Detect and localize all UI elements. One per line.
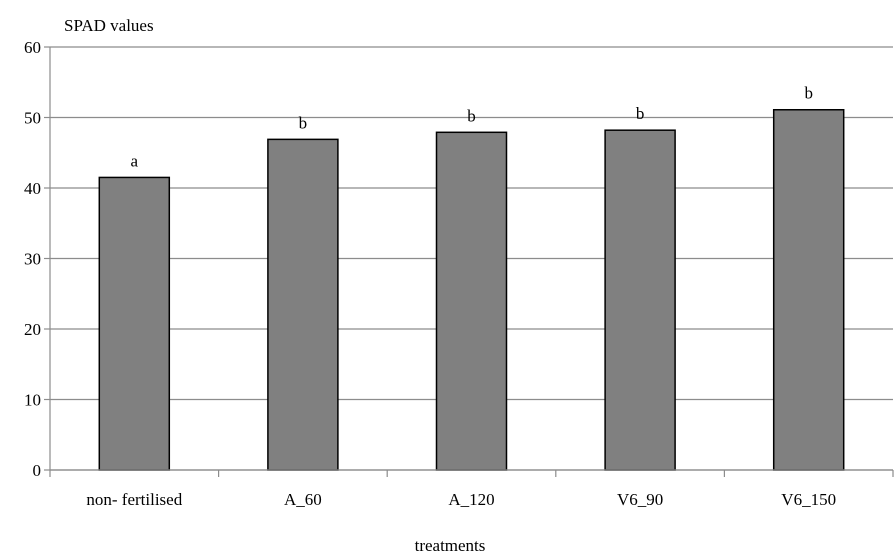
bar [435, 131, 508, 471]
y-tick-label: 60 [24, 38, 41, 57]
bar [772, 108, 845, 471]
y-tick-label: 20 [24, 320, 41, 339]
data-label: a [131, 151, 139, 170]
y-tick-label: 10 [24, 391, 41, 410]
axes [44, 46, 894, 477]
x-tick-label: V6_90 [617, 490, 663, 509]
x-tick-labels: non- fertilised A_60 A_120 V6_90 V6_150 [86, 490, 836, 509]
data-label: b [804, 84, 813, 103]
data-labels: a b b b b [131, 84, 813, 171]
data-label: b [467, 106, 476, 125]
y-tick-labels: 0 10 20 30 40 50 60 [24, 38, 41, 480]
y-axis-label: SPAD values [64, 16, 154, 35]
y-tick-label: 30 [24, 250, 41, 269]
y-tick-label: 50 [24, 109, 41, 128]
data-label: b [636, 104, 645, 123]
data-label: b [299, 113, 308, 132]
x-tick-label: non- fertilised [86, 490, 182, 509]
bar [267, 138, 339, 471]
x-tick-label: V6_150 [781, 490, 836, 509]
y-tick-label: 40 [24, 179, 41, 198]
x-axis-label: treatments [415, 536, 486, 555]
bar [604, 129, 676, 471]
x-tick-label: A_60 [284, 490, 322, 509]
bars [98, 108, 845, 471]
y-tick-label: 0 [33, 461, 42, 480]
bar [98, 176, 171, 471]
x-tick-label: A_120 [448, 490, 494, 509]
